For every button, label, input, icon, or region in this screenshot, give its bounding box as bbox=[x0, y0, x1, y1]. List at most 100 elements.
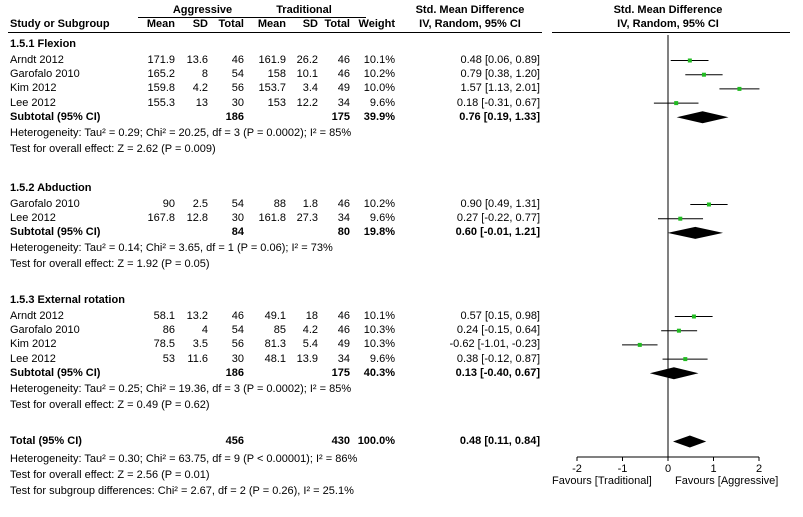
cell-n1: 56 bbox=[231, 82, 244, 95]
cell-m2: 161.9 bbox=[258, 54, 286, 66]
cell-w: 9.6% bbox=[369, 212, 395, 225]
total-n1: 456 bbox=[225, 435, 244, 447]
overall-effect-text: Test for overall effect: Z = 1.92 (P = 0… bbox=[10, 258, 210, 271]
cell-n2: 46 bbox=[337, 54, 350, 66]
smd-title: Std. Mean Difference bbox=[415, 4, 525, 16]
cell-sd2: 18 bbox=[305, 310, 318, 322]
cell-sd2: 27.3 bbox=[296, 212, 318, 225]
cell-m2: 153 bbox=[267, 96, 286, 109]
heterogeneity-text: Heterogeneity: Tau² = 0.14; Chi² = 3.65,… bbox=[10, 242, 333, 255]
cell-ci: -0.62 [-1.01, -0.23] bbox=[449, 338, 541, 351]
cell-sd2: 1.8 bbox=[302, 198, 318, 210]
subtotal-n2: 175 bbox=[331, 366, 350, 379]
cell-n2: 34 bbox=[337, 352, 350, 365]
plot-title: Std. Mean Difference bbox=[613, 4, 723, 16]
subtotal-weight: 19.8% bbox=[363, 226, 395, 239]
x-tick-label: 2 bbox=[756, 463, 762, 475]
cell-w: 9.6% bbox=[369, 352, 395, 365]
cell-w: 9.6% bbox=[369, 96, 395, 109]
subtotal-label: Subtotal (95% CI) bbox=[10, 226, 101, 239]
cell-ci: 0.48 [0.06, 0.89] bbox=[460, 54, 540, 66]
col-weight: Weight bbox=[358, 18, 395, 30]
cell-w: 10.3% bbox=[363, 324, 395, 337]
cell-m2: 48.1 bbox=[264, 352, 286, 365]
total-diamond bbox=[673, 435, 707, 448]
cell-w: 10.1% bbox=[363, 54, 395, 66]
group1-header: Aggressive bbox=[172, 4, 233, 16]
cell-n1: 30 bbox=[231, 96, 244, 109]
cell-n1: 30 bbox=[231, 212, 244, 225]
cell-ci: 0.57 [0.15, 0.98] bbox=[460, 310, 540, 322]
col-mean2: Mean bbox=[257, 18, 286, 30]
cell-n1: 54 bbox=[231, 324, 244, 337]
cell-m2: 153.7 bbox=[258, 82, 286, 95]
cell-n2: 34 bbox=[337, 212, 350, 225]
study-point bbox=[674, 101, 679, 106]
cell-w: 10.0% bbox=[363, 82, 395, 95]
study-name: Lee 2012 bbox=[10, 212, 56, 225]
xlabel-right: Favours [Aggressive] bbox=[675, 475, 779, 487]
overall-effect-text: Test for overall effect: Z = 2.62 (P = 0… bbox=[10, 142, 216, 155]
cell-m1: 78.5 bbox=[153, 338, 175, 351]
study-name: Garofalo 2010 bbox=[10, 324, 80, 337]
cell-sd2: 13.9 bbox=[296, 352, 318, 365]
cell-ci: 0.79 [0.38, 1.20] bbox=[460, 68, 540, 81]
study-point bbox=[637, 342, 642, 347]
x-tick-label: 0 bbox=[665, 463, 671, 475]
study-point bbox=[683, 357, 688, 362]
cell-ci: 0.27 [-0.22, 0.77] bbox=[456, 212, 540, 225]
cell-m1: 165.2 bbox=[147, 68, 175, 81]
subtotal-ci: 0.60 [-0.01, 1.21] bbox=[455, 226, 540, 239]
cell-n2: 49 bbox=[337, 338, 350, 351]
cell-m2: 49.1 bbox=[264, 310, 286, 322]
cell-m1: 58.1 bbox=[153, 310, 175, 322]
cell-ci: 0.90 [0.49, 1.31] bbox=[460, 198, 540, 210]
cell-m1: 155.3 bbox=[147, 96, 175, 109]
cell-m1: 86 bbox=[162, 324, 175, 337]
subtotal-label: Subtotal (95% CI) bbox=[10, 366, 101, 379]
col-sd2: SD bbox=[302, 18, 318, 30]
study-name: Garofalo 2010 bbox=[10, 68, 80, 81]
subtotal-diamond bbox=[676, 111, 729, 124]
overall-effect-text: Test for overall effect: Z = 0.49 (P = 0… bbox=[10, 398, 210, 411]
subtotal-n1: 186 bbox=[225, 366, 244, 379]
subgroup-diff-text: Test for subgroup differences: Chi² = 2.… bbox=[10, 485, 354, 497]
cell-ci: 0.18 [-0.31, 0.67] bbox=[456, 96, 540, 109]
cell-w: 10.1% bbox=[363, 310, 395, 322]
cell-w: 10.3% bbox=[363, 338, 395, 351]
x-tick-label: -1 bbox=[618, 463, 628, 475]
cell-sd2: 4.2 bbox=[302, 324, 318, 337]
subgroup-title: 1.5.1 Flexion bbox=[10, 38, 77, 50]
subtotal-weight: 40.3% bbox=[363, 366, 395, 379]
plot-method: IV, Random, 95% CI bbox=[617, 18, 719, 30]
study-name: Lee 2012 bbox=[10, 352, 56, 365]
cell-m1: 159.8 bbox=[147, 82, 175, 95]
cell-sd1: 8 bbox=[201, 68, 208, 81]
cell-m1: 171.9 bbox=[147, 54, 175, 66]
cell-sd1: 13.6 bbox=[186, 54, 208, 66]
total-ci: 0.48 [0.11, 0.84] bbox=[459, 435, 540, 447]
cell-n1: 54 bbox=[231, 198, 244, 210]
subtotal-n2: 80 bbox=[337, 226, 350, 239]
cell-n2: 46 bbox=[337, 310, 350, 322]
study-name: Kim 2012 bbox=[10, 338, 57, 351]
cell-sd1: 4.2 bbox=[192, 82, 208, 95]
subtotal-weight: 39.9% bbox=[363, 110, 395, 123]
cell-sd1: 3.5 bbox=[192, 338, 208, 351]
subtotal-n2: 175 bbox=[331, 110, 350, 123]
cell-w: 10.2% bbox=[363, 198, 395, 210]
col-sd1: SD bbox=[192, 18, 208, 30]
cell-n2: 46 bbox=[337, 198, 350, 210]
total-label: Total (95% CI) bbox=[10, 435, 82, 447]
total-heterogeneity-text: Heterogeneity: Tau² = 0.30; Chi² = 63.75… bbox=[10, 453, 358, 465]
subgroup-title: 1.5.3 External rotation bbox=[10, 294, 125, 306]
cell-m2: 85 bbox=[273, 324, 286, 337]
cell-n2: 46 bbox=[337, 324, 350, 337]
cell-sd2: 10.1 bbox=[296, 68, 318, 81]
cell-n1: 46 bbox=[231, 54, 244, 66]
col-mean1: Mean bbox=[146, 18, 175, 30]
col-total1: Total bbox=[218, 18, 244, 30]
cell-n1: 56 bbox=[231, 338, 244, 351]
cell-w: 10.2% bbox=[363, 68, 395, 81]
